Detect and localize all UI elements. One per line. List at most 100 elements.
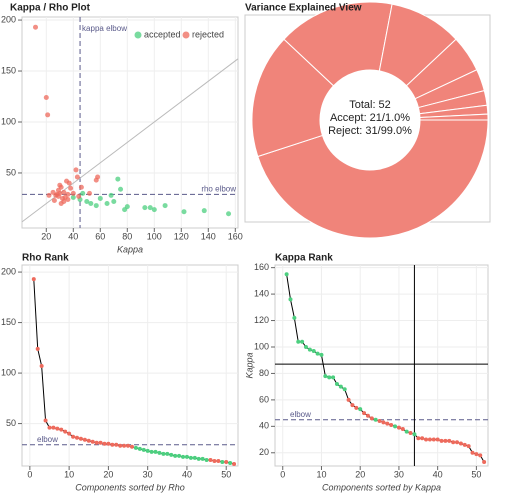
point bbox=[200, 456, 205, 461]
point bbox=[327, 375, 332, 380]
chart-title: Variance Explained View bbox=[245, 3, 362, 14]
y-tick-label: 60 bbox=[259, 394, 269, 404]
point bbox=[118, 443, 123, 448]
point bbox=[94, 440, 99, 445]
point bbox=[47, 425, 52, 430]
x-axis-label: Kappa bbox=[117, 244, 143, 254]
point bbox=[404, 429, 409, 434]
elbow-label: elbow bbox=[290, 410, 311, 419]
point bbox=[106, 441, 111, 446]
point bbox=[389, 423, 394, 428]
point bbox=[303, 344, 308, 349]
point bbox=[201, 208, 207, 214]
point bbox=[110, 442, 115, 447]
point bbox=[73, 167, 79, 173]
x-tick-label: 0 bbox=[280, 469, 285, 479]
point bbox=[196, 456, 201, 461]
point bbox=[350, 403, 355, 408]
x-tick-label: 50 bbox=[471, 469, 481, 479]
point bbox=[362, 411, 367, 416]
point bbox=[482, 460, 487, 465]
y-tick-label: 50 bbox=[6, 418, 16, 428]
point bbox=[431, 437, 436, 442]
x-tick-label: 80 bbox=[122, 231, 132, 241]
point bbox=[292, 315, 297, 320]
point bbox=[151, 207, 157, 213]
point bbox=[90, 439, 95, 444]
point bbox=[147, 205, 153, 211]
point bbox=[31, 277, 36, 282]
point bbox=[169, 452, 174, 457]
center-label: Accept: 21/1.0% bbox=[330, 112, 410, 124]
point bbox=[63, 429, 68, 434]
plot-frame bbox=[21, 264, 239, 467]
point bbox=[420, 436, 425, 441]
pie-slice bbox=[257, 119, 489, 239]
point bbox=[400, 426, 405, 431]
point bbox=[443, 438, 448, 443]
point bbox=[447, 438, 452, 443]
point bbox=[86, 438, 91, 443]
center-label: Total: 52 bbox=[349, 99, 391, 111]
point bbox=[46, 192, 52, 198]
x-tick-label: 30 bbox=[143, 469, 153, 479]
point bbox=[149, 449, 154, 454]
point bbox=[184, 454, 189, 459]
point bbox=[458, 441, 463, 446]
point bbox=[111, 198, 117, 204]
point bbox=[369, 416, 374, 421]
point bbox=[68, 185, 74, 191]
point bbox=[118, 186, 124, 192]
point bbox=[157, 450, 162, 455]
point bbox=[145, 448, 150, 453]
point bbox=[381, 420, 386, 425]
point bbox=[451, 440, 456, 445]
point bbox=[181, 209, 187, 215]
point bbox=[226, 211, 232, 217]
point bbox=[208, 457, 213, 462]
point bbox=[97, 195, 103, 201]
point bbox=[162, 203, 168, 209]
x-tick-label: 40 bbox=[433, 469, 443, 479]
point bbox=[122, 443, 127, 448]
point bbox=[478, 453, 483, 458]
point bbox=[412, 432, 417, 437]
y-tick-label: 100 bbox=[1, 116, 16, 126]
point bbox=[104, 201, 110, 207]
point bbox=[102, 441, 107, 446]
point bbox=[78, 184, 84, 190]
point bbox=[228, 460, 233, 465]
point bbox=[393, 424, 398, 429]
point bbox=[35, 346, 40, 351]
point bbox=[319, 352, 324, 357]
y-tick-label: 20 bbox=[259, 447, 269, 457]
point bbox=[315, 351, 320, 356]
point bbox=[204, 457, 209, 462]
point bbox=[455, 440, 460, 445]
point bbox=[115, 176, 121, 182]
point bbox=[124, 204, 130, 210]
point bbox=[300, 339, 305, 344]
point bbox=[474, 452, 479, 457]
y-tick-label: 50 bbox=[6, 167, 16, 177]
point bbox=[80, 190, 86, 196]
y-tick-label: 140 bbox=[254, 288, 269, 298]
point bbox=[153, 449, 158, 454]
point bbox=[61, 189, 67, 195]
x-tick-label: 10 bbox=[64, 469, 74, 479]
point bbox=[133, 445, 138, 450]
point bbox=[220, 459, 225, 464]
point bbox=[439, 438, 444, 443]
pie-slice bbox=[283, 1, 393, 87]
y-tick-label: 160 bbox=[254, 262, 269, 272]
point bbox=[408, 430, 413, 435]
point bbox=[51, 197, 57, 203]
x-tick-label: 20 bbox=[41, 231, 51, 241]
point bbox=[74, 174, 80, 180]
point bbox=[377, 419, 382, 424]
point bbox=[416, 436, 421, 441]
x-tick-label: 160 bbox=[228, 231, 243, 241]
point bbox=[126, 443, 131, 448]
point bbox=[98, 440, 103, 445]
